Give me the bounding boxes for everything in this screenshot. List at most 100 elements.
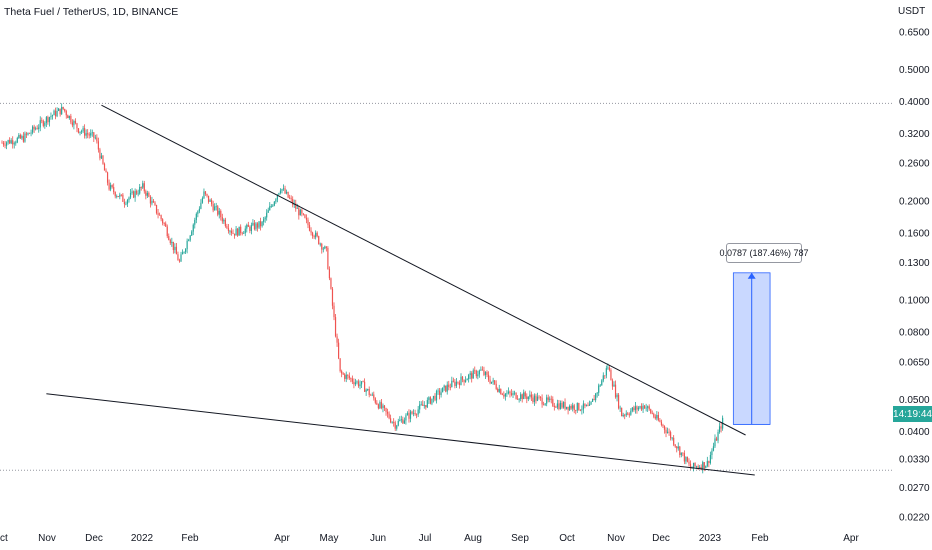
candle-body [74, 120, 77, 124]
candle-body [116, 196, 118, 197]
candle-body [13, 143, 15, 145]
candle-body [59, 108, 61, 115]
candle-body [431, 398, 433, 404]
candle-body [53, 110, 55, 116]
candle-body [108, 182, 110, 190]
y-unit-label: USDT [898, 6, 925, 17]
candle-body [414, 412, 416, 415]
candle-body [82, 128, 84, 132]
candle-body [581, 409, 583, 411]
candle-body [19, 134, 21, 139]
candle-body [229, 230, 231, 232]
candle-body [558, 403, 560, 409]
candle-body [290, 198, 292, 200]
candle-body [39, 120, 41, 128]
candle-body [561, 402, 563, 408]
candle-body [252, 222, 254, 226]
candle-body [412, 412, 415, 414]
candle-body [457, 381, 459, 383]
x-tick-label: Nov [38, 533, 56, 544]
candle-body [339, 358, 341, 372]
candle-body [463, 379, 465, 383]
x-tick-label: May [320, 533, 339, 544]
candle-body [238, 226, 240, 236]
candle-body [443, 385, 445, 388]
candle-body [451, 380, 453, 388]
candle-body [172, 241, 174, 251]
candle-body [446, 384, 448, 392]
candle-body [200, 202, 202, 209]
candle-body [596, 392, 598, 394]
candle-body [204, 191, 207, 194]
candle-body [318, 236, 320, 244]
candle-body [267, 210, 269, 213]
candle-body [585, 405, 588, 407]
candle-body [142, 183, 144, 188]
candle-body [256, 223, 259, 228]
candle-body [134, 190, 136, 198]
candle-body [345, 374, 347, 379]
candle-body [461, 376, 464, 380]
candle-body [605, 368, 607, 376]
candle-body [354, 382, 357, 385]
candle-body [233, 233, 236, 236]
candle-body [279, 190, 282, 194]
candle-body [76, 123, 78, 129]
candle-body [390, 418, 392, 423]
candle-body [529, 394, 531, 397]
candle-body [510, 393, 513, 395]
candle-body [338, 342, 340, 359]
candle-body [188, 240, 190, 242]
candle-body [466, 379, 468, 381]
y-tick-label: 0.6500 [899, 28, 930, 39]
measure-arrow-head [747, 272, 756, 279]
candle-body [599, 385, 601, 387]
candle-body [139, 186, 141, 194]
y-tick-label: 0.2000 [899, 196, 930, 207]
candle-body [275, 199, 277, 202]
candle-body [397, 421, 399, 426]
candle-body [54, 110, 57, 117]
candle-body [50, 116, 52, 118]
candle-body [18, 134, 20, 138]
candle-body [100, 155, 103, 159]
candle-body [628, 414, 630, 416]
candle-body [492, 380, 494, 382]
candle-body [258, 221, 260, 228]
y-tick-label: 0.0800 [899, 328, 930, 339]
candle-body [36, 128, 38, 130]
candle-body [289, 197, 291, 199]
candle-body [637, 407, 640, 410]
candle-body [498, 389, 500, 392]
candle-body [697, 466, 699, 468]
candle-body [304, 214, 306, 218]
candle-body [65, 111, 67, 116]
candle-body [562, 402, 565, 408]
candle-body [718, 426, 721, 433]
candle-body [136, 190, 138, 194]
candle-body [160, 215, 162, 220]
candle-body [535, 395, 537, 401]
candle-body [368, 389, 370, 395]
candle-body [132, 191, 135, 198]
candle-body [556, 403, 558, 408]
y-tick-label: 0.2600 [899, 159, 930, 170]
candle-body [686, 456, 689, 462]
candle-body [494, 380, 496, 384]
candle-body [541, 397, 543, 405]
candle-body [158, 214, 161, 216]
candle-body [315, 232, 317, 238]
candle-body [582, 403, 584, 410]
candle-body [521, 394, 523, 400]
candle-body [680, 452, 682, 455]
candle-body [285, 191, 288, 194]
candle-body [371, 394, 373, 396]
candle-body [532, 397, 534, 403]
candle-body [670, 432, 672, 439]
candle-body [552, 399, 554, 406]
candle-body [224, 219, 226, 227]
candle-body [699, 467, 701, 468]
candle-body [330, 278, 332, 289]
candle-body [650, 409, 652, 413]
